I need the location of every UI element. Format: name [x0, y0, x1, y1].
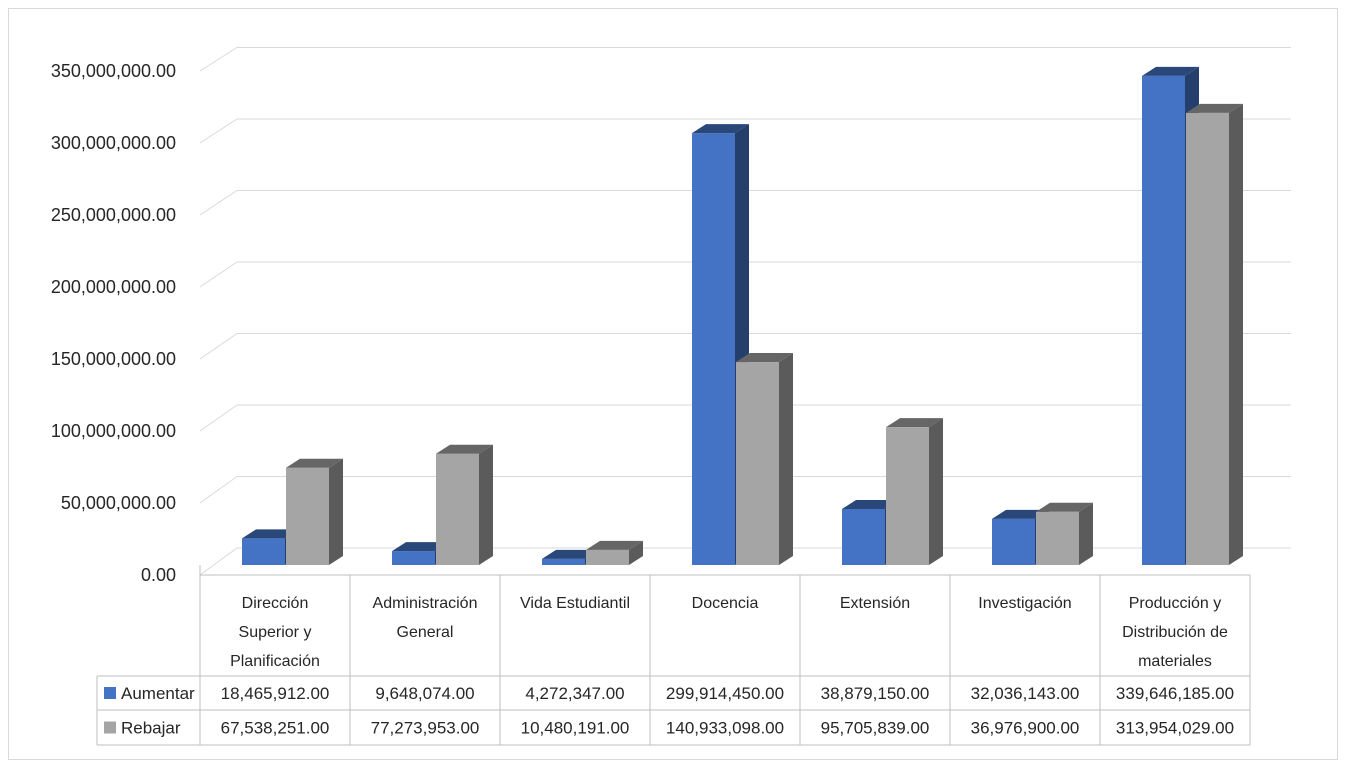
data-label-rebajar: 10,480,191.00: [521, 719, 630, 738]
gridline-diagonal: [199, 547, 238, 576]
bar-front: [1142, 75, 1185, 566]
data-label-aumentar: 299,914,450.00: [666, 684, 784, 703]
bar-top: [1186, 103, 1243, 113]
y-tick-label: 350,000,000.00: [51, 61, 176, 81]
bar-front: [1036, 511, 1079, 565]
gridline-diagonal: [199, 261, 238, 288]
bar-top: [242, 529, 299, 539]
gridline-diagonal: [199, 333, 238, 360]
bar-top: [1036, 502, 1093, 512]
category-label: General: [397, 624, 454, 641]
bar-aumentar-5: [842, 500, 899, 565]
bar-rebajar-7: [1186, 103, 1243, 566]
category-label: Planificación: [230, 653, 320, 670]
gridline-diagonal: [199, 404, 238, 432]
data-label-rebajar: 95,705,839.00: [821, 719, 930, 738]
category-label: Administración: [373, 595, 478, 612]
category-label: Extensión: [840, 595, 910, 612]
legend-label-aumentar: Aumentar: [121, 684, 195, 703]
bar-front: [842, 509, 885, 565]
y-axis-ticks: 0.00 50,000,000.00 100,000,000.00 150,000,0…: [51, 61, 176, 585]
bar-top: [586, 540, 643, 550]
data-table: Dirección Superior y Planificación Administ…: [96, 565, 1251, 746]
bar-top: [542, 549, 599, 559]
bar-top: [992, 509, 1049, 519]
bar-front: [436, 453, 479, 565]
bar-top: [286, 458, 343, 468]
category-label: Producción y: [1129, 595, 1222, 612]
gridline-diagonal: [199, 118, 238, 144]
y-tick-label: 200,000,000.00: [51, 277, 176, 297]
bar-front: [286, 467, 329, 565]
data-label-aumentar: 9,648,074.00: [375, 684, 474, 703]
bar-top: [692, 124, 749, 134]
bar-side: [329, 458, 343, 565]
gridlines: [199, 47, 1291, 576]
legend-key-rebajar: [104, 721, 116, 734]
y-tick-label: 300,000,000.00: [51, 133, 176, 153]
bar-top: [736, 353, 793, 363]
bar-side: [1079, 502, 1093, 565]
bar-front: [886, 427, 929, 565]
bar-front: [736, 362, 779, 565]
bar-front: [586, 549, 629, 565]
bar-rebajar-1: [286, 458, 343, 565]
gridline-diagonal: [199, 47, 238, 72]
category-label: Vida Estudiantil: [520, 595, 630, 612]
y-tick-label: 150,000,000.00: [51, 349, 176, 369]
y-tick-label: 100,000,000.00: [51, 421, 176, 441]
bar-front: [1186, 112, 1229, 566]
bar-side: [1229, 103, 1243, 566]
bar-top: [886, 418, 943, 428]
category-label: Distribución de: [1122, 624, 1228, 641]
bar-front: [542, 558, 585, 565]
y-tick-label: 50,000,000.00: [61, 493, 176, 513]
gridline-diagonal: [199, 190, 238, 216]
y-tick-label: 250,000,000.00: [51, 205, 176, 225]
data-label-aumentar: 38,879,150.00: [821, 684, 930, 703]
y-tick-label: 0.00: [141, 565, 176, 585]
data-label-rebajar: 77,273,953.00: [371, 719, 480, 738]
gridline-diagonal: [199, 476, 238, 504]
data-label-aumentar: 18,465,912.00: [221, 684, 330, 703]
bar-rebajar-3: [586, 540, 643, 565]
bar-top: [842, 500, 899, 510]
data-label-rebajar: 36,976,900.00: [971, 719, 1080, 738]
bar-rebajar-2: [436, 444, 493, 565]
data-label-rebajar: 313,954,029.00: [1116, 719, 1234, 738]
bar-side: [479, 444, 493, 565]
bar-top: [1142, 66, 1199, 76]
legend-label-rebajar: Rebajar: [121, 719, 181, 738]
category-label: materiales: [1138, 653, 1212, 670]
data-label-rebajar: 67,538,251.00: [221, 719, 330, 738]
bars: [242, 66, 1243, 566]
bar-side: [929, 418, 943, 565]
bar-rebajar-4: [736, 353, 793, 565]
bar-front: [392, 551, 435, 565]
bar-side: [629, 540, 643, 565]
bar-front: [992, 518, 1035, 565]
data-label-aumentar: 339,646,185.00: [1116, 684, 1234, 703]
chart-frame: [8, 8, 1338, 760]
data-label-aumentar: 4,272,347.00: [525, 684, 624, 703]
bar-side: [779, 353, 793, 565]
data-label-rebajar: 140,933,098.00: [666, 719, 784, 738]
legend-key-aumentar: [104, 687, 116, 699]
bar-top: [436, 444, 493, 454]
bar-front: [242, 538, 285, 565]
category-label: Investigación: [978, 595, 1071, 612]
bar-rebajar-6: [1036, 502, 1093, 565]
bar-top: [392, 542, 449, 552]
bar-front: [692, 133, 735, 565]
data-label-aumentar: 32,036,143.00: [971, 684, 1080, 703]
category-label: Docencia: [692, 595, 759, 612]
category-label: Superior y: [239, 624, 312, 641]
bar-rebajar-5: [886, 418, 943, 565]
category-label: Dirección: [242, 595, 309, 612]
